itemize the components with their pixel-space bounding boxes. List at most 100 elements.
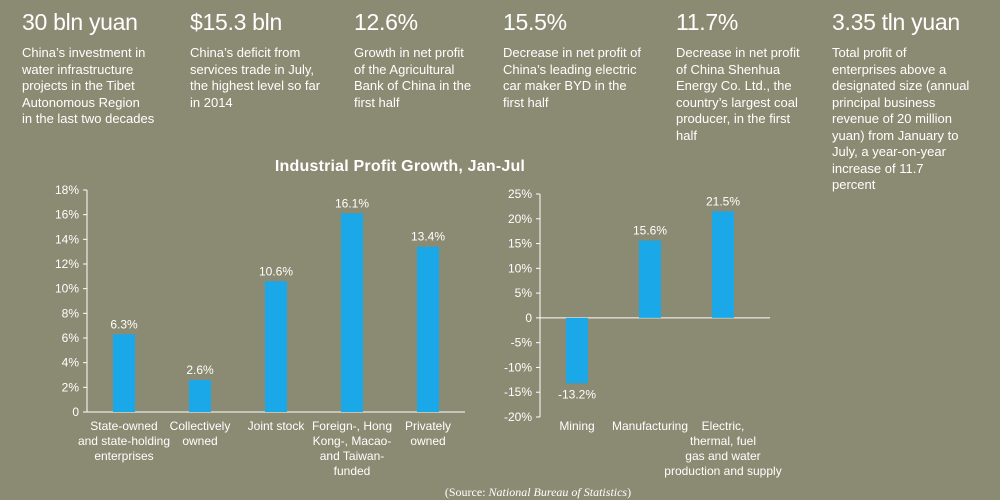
stat-desc-line: revenue of 20 million (832, 111, 952, 126)
bar (341, 213, 363, 412)
category-label: State-owned and state-holding enterprises (78, 419, 170, 463)
data-label: -13.2% (558, 387, 596, 401)
category-label-line: Collectively (170, 419, 231, 433)
stat-desc-line: car maker BYD in the (503, 78, 627, 93)
stat-desc-line: of China Shenhua (676, 61, 781, 77)
category-label-line: Joint stock (248, 419, 306, 433)
stat-desc-line: half (676, 127, 697, 143)
y-tick-label: 10% (55, 282, 79, 296)
y-tick-label: -20% (504, 410, 532, 424)
stat-description: Decrease in net profit of China’s leadin… (503, 45, 641, 111)
stat-description: Decrease in net profit of China Shenhua … (676, 45, 800, 144)
category-label-line: Manufacturing (612, 419, 688, 433)
category-label-line: owned (410, 434, 445, 448)
category-label-line: Mining (559, 419, 594, 433)
chart-title: Industrial Profit Growth, Jan-Jul (274, 158, 526, 175)
stat-byd: 15.5% Decrease in net profit of China’s … (503, 8, 641, 111)
stat-total-profit: 3.35 tln yuan Total profit of enterprise… (832, 8, 969, 194)
y-tick-label: -5% (511, 336, 533, 350)
y-tick-label: 2% (62, 380, 80, 394)
stat-desc-line: first half (503, 94, 549, 110)
y-tick-label: 16% (55, 208, 79, 222)
stat-value: 15.5% (503, 9, 567, 35)
y-tick-label: 14% (55, 232, 79, 246)
category-label: Electric, thermal, fuel gas and water produ… (664, 419, 781, 478)
y-tick-label: 6% (62, 331, 80, 345)
source-name: National Bureau of Statistics (488, 485, 628, 499)
y-tick-label: 4% (62, 356, 80, 370)
y-tick-label: -15% (504, 385, 532, 399)
stat-desc-line: producer, in the first (676, 111, 791, 126)
data-label: 2.6% (186, 363, 214, 377)
stat-desc-line: Total profit of (832, 45, 907, 60)
stat-water-investment: 30 bln yuan China’s investment in water … (22, 8, 154, 128)
stat-desc-line: percent (832, 177, 876, 192)
category-label: Collectively owned (170, 419, 231, 448)
source-note: (Source: National Bureau of Statistics) (0, 485, 1000, 500)
stat-desc-line: China’s leading electric (503, 61, 637, 77)
bar (639, 240, 661, 318)
source-prefix: (Source: (444, 485, 489, 499)
stat-desc-line: Decrease in net profit (676, 45, 800, 60)
data-label: 16.1% (335, 196, 369, 210)
stat-services-deficit: $15.3 bln China’s deficit from services … (190, 8, 320, 111)
category-label: Privately owned (405, 419, 451, 448)
y-tick-label: -10% (504, 360, 532, 374)
category-label-line: thermal, fuel (690, 434, 756, 448)
stat-value: 30 bln yuan (22, 9, 138, 35)
stat-desc-line: in the last two decades (22, 111, 155, 126)
category-label-line: Kong-, Macao- (313, 434, 392, 448)
y-tick-label: 18% (55, 183, 79, 197)
y-tick-label: 0 (72, 405, 79, 419)
stat-desc-line: July, a year-on-year (832, 144, 946, 159)
category-label: Mining (559, 419, 594, 433)
category-label-line: owned (182, 434, 217, 448)
bar (712, 211, 734, 318)
stat-desc-line: increase of 11.7 (832, 160, 924, 176)
category-label-line: and state-holding (78, 434, 170, 448)
y-tick-label: 0 (525, 311, 532, 325)
data-label: 15.6% (633, 224, 667, 238)
stat-agricultural-bank: 12.6% Growth in net profit of the Agricu… (354, 8, 471, 111)
stat-description: Growth in net profit of the Agricultural… (354, 45, 471, 111)
category-label-line: gas and water (685, 449, 760, 463)
stat-value: 3.35 tln yuan (832, 9, 960, 35)
category-label-line: Electric, (702, 419, 745, 433)
stat-desc-line: services trade in July, (190, 61, 315, 77)
stat-value: $15.3 bln (190, 9, 282, 35)
stat-desc-line: in 2014 (190, 94, 233, 110)
stat-desc-line: Decrease in net profit of (503, 45, 642, 60)
y-tick-label: 12% (55, 257, 79, 271)
stat-desc-line: designated size (annual (832, 78, 970, 93)
bar (566, 317, 588, 384)
y-tick-label: 25% (508, 187, 532, 201)
category-label-line: and Taiwan- (320, 449, 385, 463)
stat-description: Total profit of enterprises above a desi… (832, 45, 969, 194)
y-tick-label: 10% (508, 261, 532, 275)
stat-desc-line: Autonomous Region (22, 94, 140, 110)
category-label: Manufacturing (612, 419, 688, 433)
category-label-line: production and supply (664, 464, 781, 478)
stat-desc-line: Bank of China in the (354, 78, 472, 93)
stat-desc-line: country’s largest coal (676, 94, 798, 110)
category-label: Foreign-, Hong Kong-, Macao-and Taiwan-fu… (312, 419, 392, 478)
data-label: 13.4% (411, 230, 445, 244)
bar (113, 334, 135, 412)
category-label-line: Privately (405, 419, 451, 433)
source-suffix: ) (627, 485, 632, 499)
stat-description: China’s deficit from services trade in J… (190, 45, 320, 111)
stat-desc-line: China’s investment in (22, 45, 146, 60)
y-tick-label: 5% (515, 286, 533, 300)
stat-desc-line: Energy Co. Ltd., the (676, 78, 792, 93)
bar (265, 281, 287, 412)
stat-desc-line: enterprises above a (832, 61, 947, 77)
y-tick-label: 15% (508, 237, 532, 251)
stat-description: China’s investment in water infrastructu… (22, 45, 154, 128)
stat-desc-line: China’s deficit from (190, 45, 301, 60)
stat-desc-line: principal business (832, 94, 936, 110)
category-label: Joint stock (248, 419, 306, 433)
category-label-line: enterprises (94, 449, 153, 463)
y-tick-label: 8% (62, 306, 80, 320)
stat-desc-line: the highest level so far (190, 78, 321, 93)
